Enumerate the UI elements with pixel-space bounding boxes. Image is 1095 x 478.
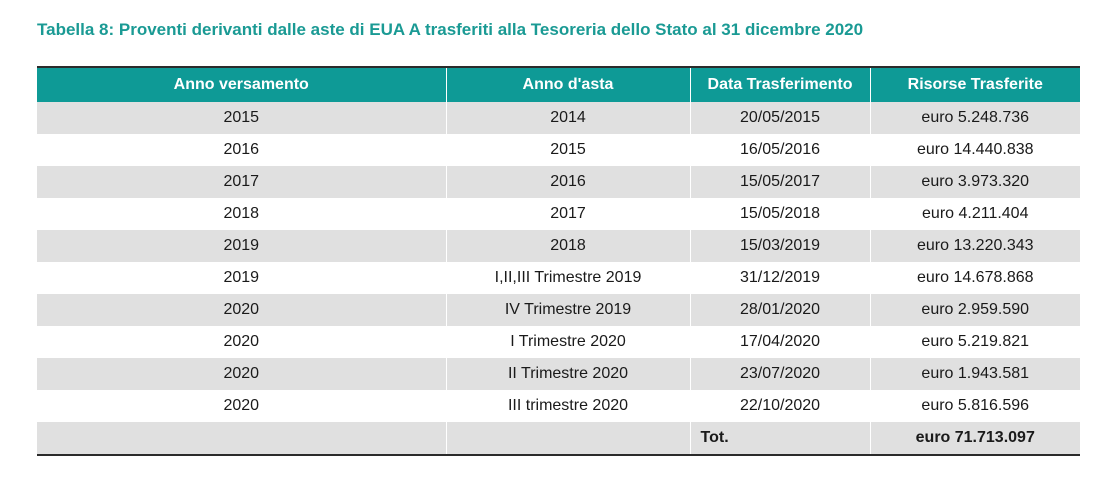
cell-anno-asta: I Trimestre 2020 [446,326,691,358]
cell-anno-asta: II Trimestre 2020 [446,358,691,390]
total-value: euro 71.713.097 [915,429,1035,446]
cell-data-trasferimento: 16/05/2016 [690,134,871,166]
cell-anno-versamento: 2018 [37,198,447,230]
header-anno-asta: Anno d'asta [446,67,691,102]
cell-anno-versamento: 2020 [37,294,447,326]
cell-data-trasferimento: 17/04/2020 [690,326,871,358]
cell-anno-asta: 2014 [446,102,691,134]
cell-anno-asta: 2016 [446,166,691,198]
table-caption: Tabella 8: Proventi derivanti dalle aste… [37,20,864,39]
table-row: 2016 2015 16/05/2016 euro 14.440.838 [37,134,1080,166]
cell-data-trasferimento: 15/05/2018 [690,198,871,230]
cell-risorse-trasferite: euro 14.678.868 [916,269,1034,286]
cell-risorse-trasferite: euro 4.211.404 [922,205,1029,222]
header-row: Anno versamento Anno d'asta Data Trasfer… [37,67,1080,102]
total-label: Tot. [690,422,871,455]
cell-data-trasferimento: 22/10/2020 [690,390,871,422]
cell-anno-versamento: 2016 [37,134,447,166]
cell-data-trasferimento: 28/01/2020 [690,294,871,326]
cell-risorse-trasferite: euro 1.943.581 [921,365,1030,382]
cell-anno-asta: III trimestre 2020 [446,390,691,422]
cell-data-trasferimento: 15/05/2017 [690,166,871,198]
header-data-trasferimento: Data Trasferimento [690,67,871,102]
table-row: 2020 I Trimestre 2020 17/04/2020 euro 5.… [37,326,1080,358]
cell-data-trasferimento: 23/07/2020 [690,358,871,390]
table-header: Anno versamento Anno d'asta Data Trasfer… [37,67,1080,102]
table-container: Anno versamento Anno d'asta Data Trasfer… [37,66,1080,456]
cell-risorse-trasferite: euro 5.816.596 [921,397,1030,414]
cell-anno-versamento: 2020 [37,390,447,422]
cell-anno-versamento: 2020 [37,326,447,358]
cell-anno-versamento: 2015 [37,102,447,134]
table-row: 2019 2018 15/03/2019 euro 13.220.343 [37,230,1080,262]
cell-anno-asta: I,II,III Trimestre 2019 [446,262,691,294]
cell-risorse-trasferite: euro 13.220.343 [916,237,1034,254]
table-body: 2015 2014 20/05/2015 euro 5.248.736 2016… [37,102,1080,455]
cell-anno-asta: 2017 [446,198,691,230]
cell-anno-versamento: 2017 [37,166,447,198]
total-empty-cell [37,422,447,455]
cell-data-trasferimento: 20/05/2015 [690,102,871,134]
header-risorse-trasferite: Risorse Trasferite [907,76,1043,93]
cell-anno-asta: IV Trimestre 2019 [446,294,691,326]
cell-anno-versamento: 2019 [37,262,447,294]
cell-anno-asta: 2018 [446,230,691,262]
cell-anno-asta: 2015 [446,134,691,166]
cell-risorse-trasferite: euro 3.973.320 [921,173,1030,190]
table-row: 2019 I,II,III Trimestre 2019 31/12/2019 … [37,262,1080,294]
cell-anno-versamento: 2020 [37,358,447,390]
table-row: 2020 IV Trimestre 2019 28/01/2020 euro 2… [37,294,1080,326]
cell-risorse-trasferite: euro 5.248.736 [921,109,1030,126]
cell-risorse-trasferite: euro 5.219.821 [921,333,1030,350]
total-empty-cell [446,422,691,455]
table-row: 2020 II Trimestre 2020 23/07/2020 euro 1… [37,358,1080,390]
transfers-table: Anno versamento Anno d'asta Data Trasfer… [37,66,1080,456]
total-row: Tot. euro 71.713.097 [37,422,1080,455]
table-row: 2018 2017 15/05/2018 euro 4.211.404 [37,198,1080,230]
cell-risorse-trasferite: euro 2.959.590 [921,301,1030,318]
cell-data-trasferimento: 31/12/2019 [690,262,871,294]
table-row: 2017 2016 15/05/2017 euro 3.973.320 [37,166,1080,198]
cell-data-trasferimento: 15/03/2019 [690,230,871,262]
header-anno-versamento: Anno versamento [37,67,447,102]
cell-anno-versamento: 2019 [37,230,447,262]
cell-risorse-trasferite: euro 14.440.838 [916,141,1034,158]
table-row: 2020 III trimestre 2020 22/10/2020 euro … [37,390,1080,422]
table-row: 2015 2014 20/05/2015 euro 5.248.736 [37,102,1080,134]
